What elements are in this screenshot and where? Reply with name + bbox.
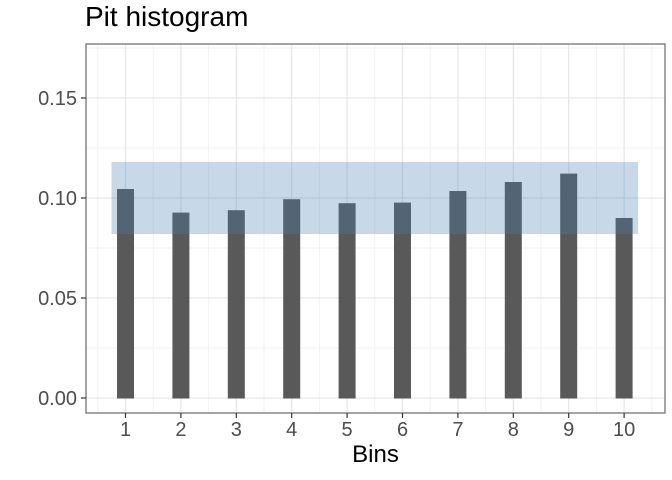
histogram-bar xyxy=(504,182,522,399)
histogram-bar xyxy=(394,202,411,399)
histogram-bar xyxy=(227,210,245,399)
chart-title: Pit histogram xyxy=(85,1,249,32)
histogram-bar xyxy=(283,199,301,399)
x-tick-label: 9 xyxy=(563,419,574,441)
x-tick-label: 4 xyxy=(286,419,297,441)
x-tick-label: 1 xyxy=(120,419,131,441)
y-tick-label: 0.05 xyxy=(38,288,77,310)
x-tick-label: 5 xyxy=(342,419,353,441)
x-tick-label: 10 xyxy=(613,419,635,441)
x-tick-label: 6 xyxy=(397,419,408,441)
x-tick-label: 8 xyxy=(508,419,519,441)
y-tick-label: 0.00 xyxy=(38,388,77,410)
histogram-bar xyxy=(117,189,134,399)
histogram-bar xyxy=(338,203,356,399)
x-tick-label: 2 xyxy=(175,419,186,441)
panel-border xyxy=(85,43,666,414)
histogram-bar xyxy=(449,191,467,399)
x-tick-label: 3 xyxy=(231,419,242,441)
y-tick-label: 0.15 xyxy=(38,88,77,110)
x-tick-label: 7 xyxy=(452,419,463,441)
histogram-bar xyxy=(560,173,578,399)
expected-range-band xyxy=(111,162,639,234)
histogram-bar xyxy=(172,212,190,399)
histogram-bar xyxy=(615,218,633,399)
y-tick-label: 0.10 xyxy=(38,188,77,210)
x-axis-title: Bins xyxy=(352,441,399,468)
